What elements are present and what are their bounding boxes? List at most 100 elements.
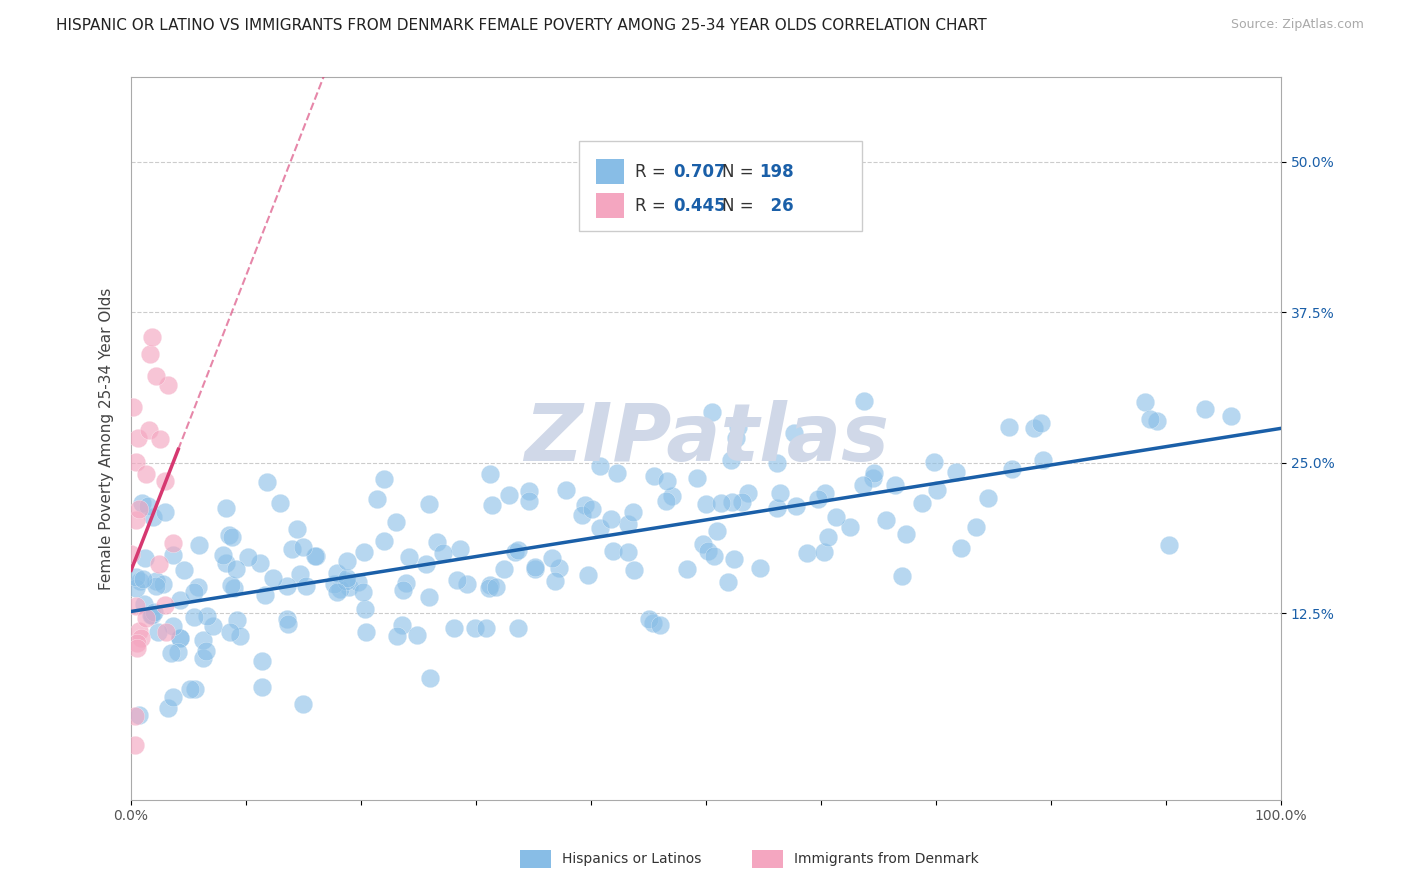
Point: [187, 580, 209, 594]
Point: [218, 528, 240, 542]
Point: [141, 329, 163, 343]
Point: [498, 488, 520, 502]
Text: N =: N =: [723, 162, 759, 181]
Point: [661, 489, 683, 503]
Point: [387, 628, 409, 642]
Point: [157, 377, 180, 392]
Point: [148, 557, 170, 571]
Point: [352, 584, 374, 599]
Point: [335, 574, 357, 588]
Point: [685, 471, 707, 485]
Point: [236, 549, 259, 564]
Text: ZIPatlas: ZIPatlas: [523, 400, 889, 477]
Point: [710, 496, 733, 510]
Point: [862, 467, 884, 481]
Point: [766, 456, 789, 470]
Point: [221, 530, 243, 544]
Point: [136, 500, 159, 514]
Point: [134, 597, 156, 611]
Point: [128, 574, 150, 589]
Point: [478, 581, 501, 595]
Point: [1031, 417, 1053, 431]
Point: [225, 561, 247, 575]
Point: [335, 571, 357, 585]
Point: [574, 498, 596, 512]
Point: [443, 621, 465, 635]
Point: [347, 574, 370, 589]
Point: [475, 621, 498, 635]
Point: [281, 541, 304, 556]
Point: [883, 478, 905, 492]
Point: [927, 483, 949, 497]
Point: [125, 636, 148, 650]
Point: [277, 617, 299, 632]
Point: [354, 602, 377, 616]
Text: R =: R =: [636, 162, 671, 181]
Point: [291, 541, 314, 555]
Point: [706, 524, 728, 538]
Point: [731, 495, 754, 509]
Point: [796, 546, 818, 560]
Point: [749, 561, 772, 575]
Point: [769, 486, 792, 500]
Point: [852, 478, 875, 492]
Point: [353, 544, 375, 558]
Point: [426, 534, 449, 549]
Point: [256, 475, 278, 489]
Point: [162, 548, 184, 562]
Text: 198: 198: [759, 162, 793, 181]
Point: [135, 611, 157, 625]
Point: [695, 497, 717, 511]
Point: [406, 628, 429, 642]
Point: [195, 608, 218, 623]
Point: [1032, 452, 1054, 467]
Point: [366, 491, 388, 506]
Point: [655, 494, 678, 508]
Point: [807, 492, 830, 507]
Point: [187, 538, 209, 552]
Point: [276, 612, 298, 626]
Point: [162, 535, 184, 549]
Point: [166, 645, 188, 659]
Point: [145, 579, 167, 593]
Point: [479, 467, 502, 482]
Point: [655, 474, 678, 488]
Point: [120, 547, 142, 561]
Point: [862, 471, 884, 485]
Point: [449, 542, 471, 557]
Point: [124, 709, 146, 723]
Text: HISPANIC OR LATINO VS IMMIGRANTS FROM DENMARK FEMALE POVERTY AMONG 25-34 YEAR OL: HISPANIC OR LATINO VS IMMIGRANTS FROM DE…: [56, 18, 987, 33]
Point: [723, 552, 745, 566]
Point: [183, 609, 205, 624]
Point: [157, 701, 180, 715]
Point: [506, 621, 529, 635]
Point: [541, 550, 564, 565]
Point: [191, 651, 214, 665]
Point: [418, 591, 440, 605]
Point: [1194, 401, 1216, 416]
Point: [162, 619, 184, 633]
Point: [179, 681, 201, 696]
Point: [1146, 414, 1168, 428]
Text: Immigrants from Denmark: Immigrants from Denmark: [794, 852, 979, 866]
Point: [965, 520, 987, 534]
Point: [896, 526, 918, 541]
Point: [814, 486, 837, 500]
Point: [817, 530, 839, 544]
Point: [876, 513, 898, 527]
Point: [696, 543, 718, 558]
Point: [152, 577, 174, 591]
Point: [1133, 394, 1156, 409]
Point: [945, 465, 967, 479]
Point: [128, 624, 150, 638]
Point: [446, 574, 468, 588]
Point: [125, 513, 148, 527]
Point: [643, 469, 665, 483]
Point: [250, 654, 273, 668]
Point: [783, 425, 806, 440]
Point: [853, 394, 876, 409]
Point: [395, 575, 418, 590]
Point: [385, 515, 408, 529]
Point: [392, 582, 415, 597]
Point: [354, 625, 377, 640]
